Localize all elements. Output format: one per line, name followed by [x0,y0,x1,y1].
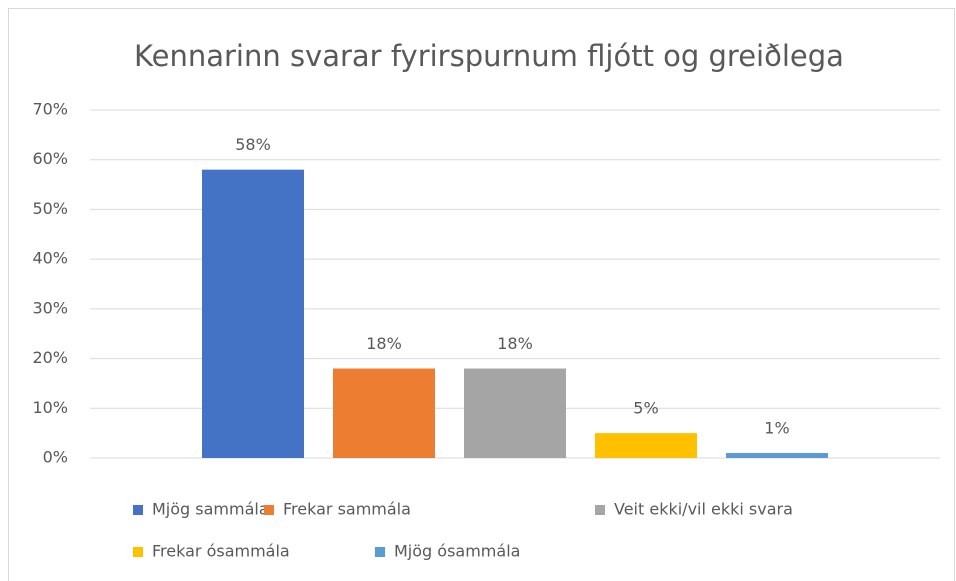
legend-swatch [264,505,274,515]
bar [595,433,697,458]
legend-label: Frekar ósammála [152,542,290,561]
y-tick-label: 10% [32,398,68,417]
y-tick-label: 30% [32,298,68,317]
legend-label: Mjög sammála [152,500,269,519]
legend-swatch [133,547,143,557]
legend-label: Mjög ósammála [394,542,520,561]
value-label: 1% [764,419,789,438]
y-tick-label: 50% [32,199,68,218]
legend-swatch [375,547,385,557]
chart-title: Kennarinn svarar fyrirspurnum fljótt og … [134,39,844,73]
legend-label: Frekar sammála [283,500,411,519]
legend-label: Veit ekki/vil ekki svara [614,500,793,519]
value-label: 5% [633,399,658,418]
bar [202,169,304,458]
legend-swatch [133,505,143,515]
chart-border [8,8,955,581]
bar [726,453,828,458]
bar [464,368,566,458]
y-tick-label: 0% [43,448,68,467]
bar [333,368,435,458]
y-tick-label: 70% [32,100,68,119]
y-tick-label: 40% [32,249,68,268]
value-label: 18% [497,334,533,353]
y-tick-label: 20% [32,348,68,367]
y-tick-label: 60% [32,149,68,168]
value-label: 18% [366,334,402,353]
legend-swatch [595,505,605,515]
value-label: 58% [235,135,271,154]
